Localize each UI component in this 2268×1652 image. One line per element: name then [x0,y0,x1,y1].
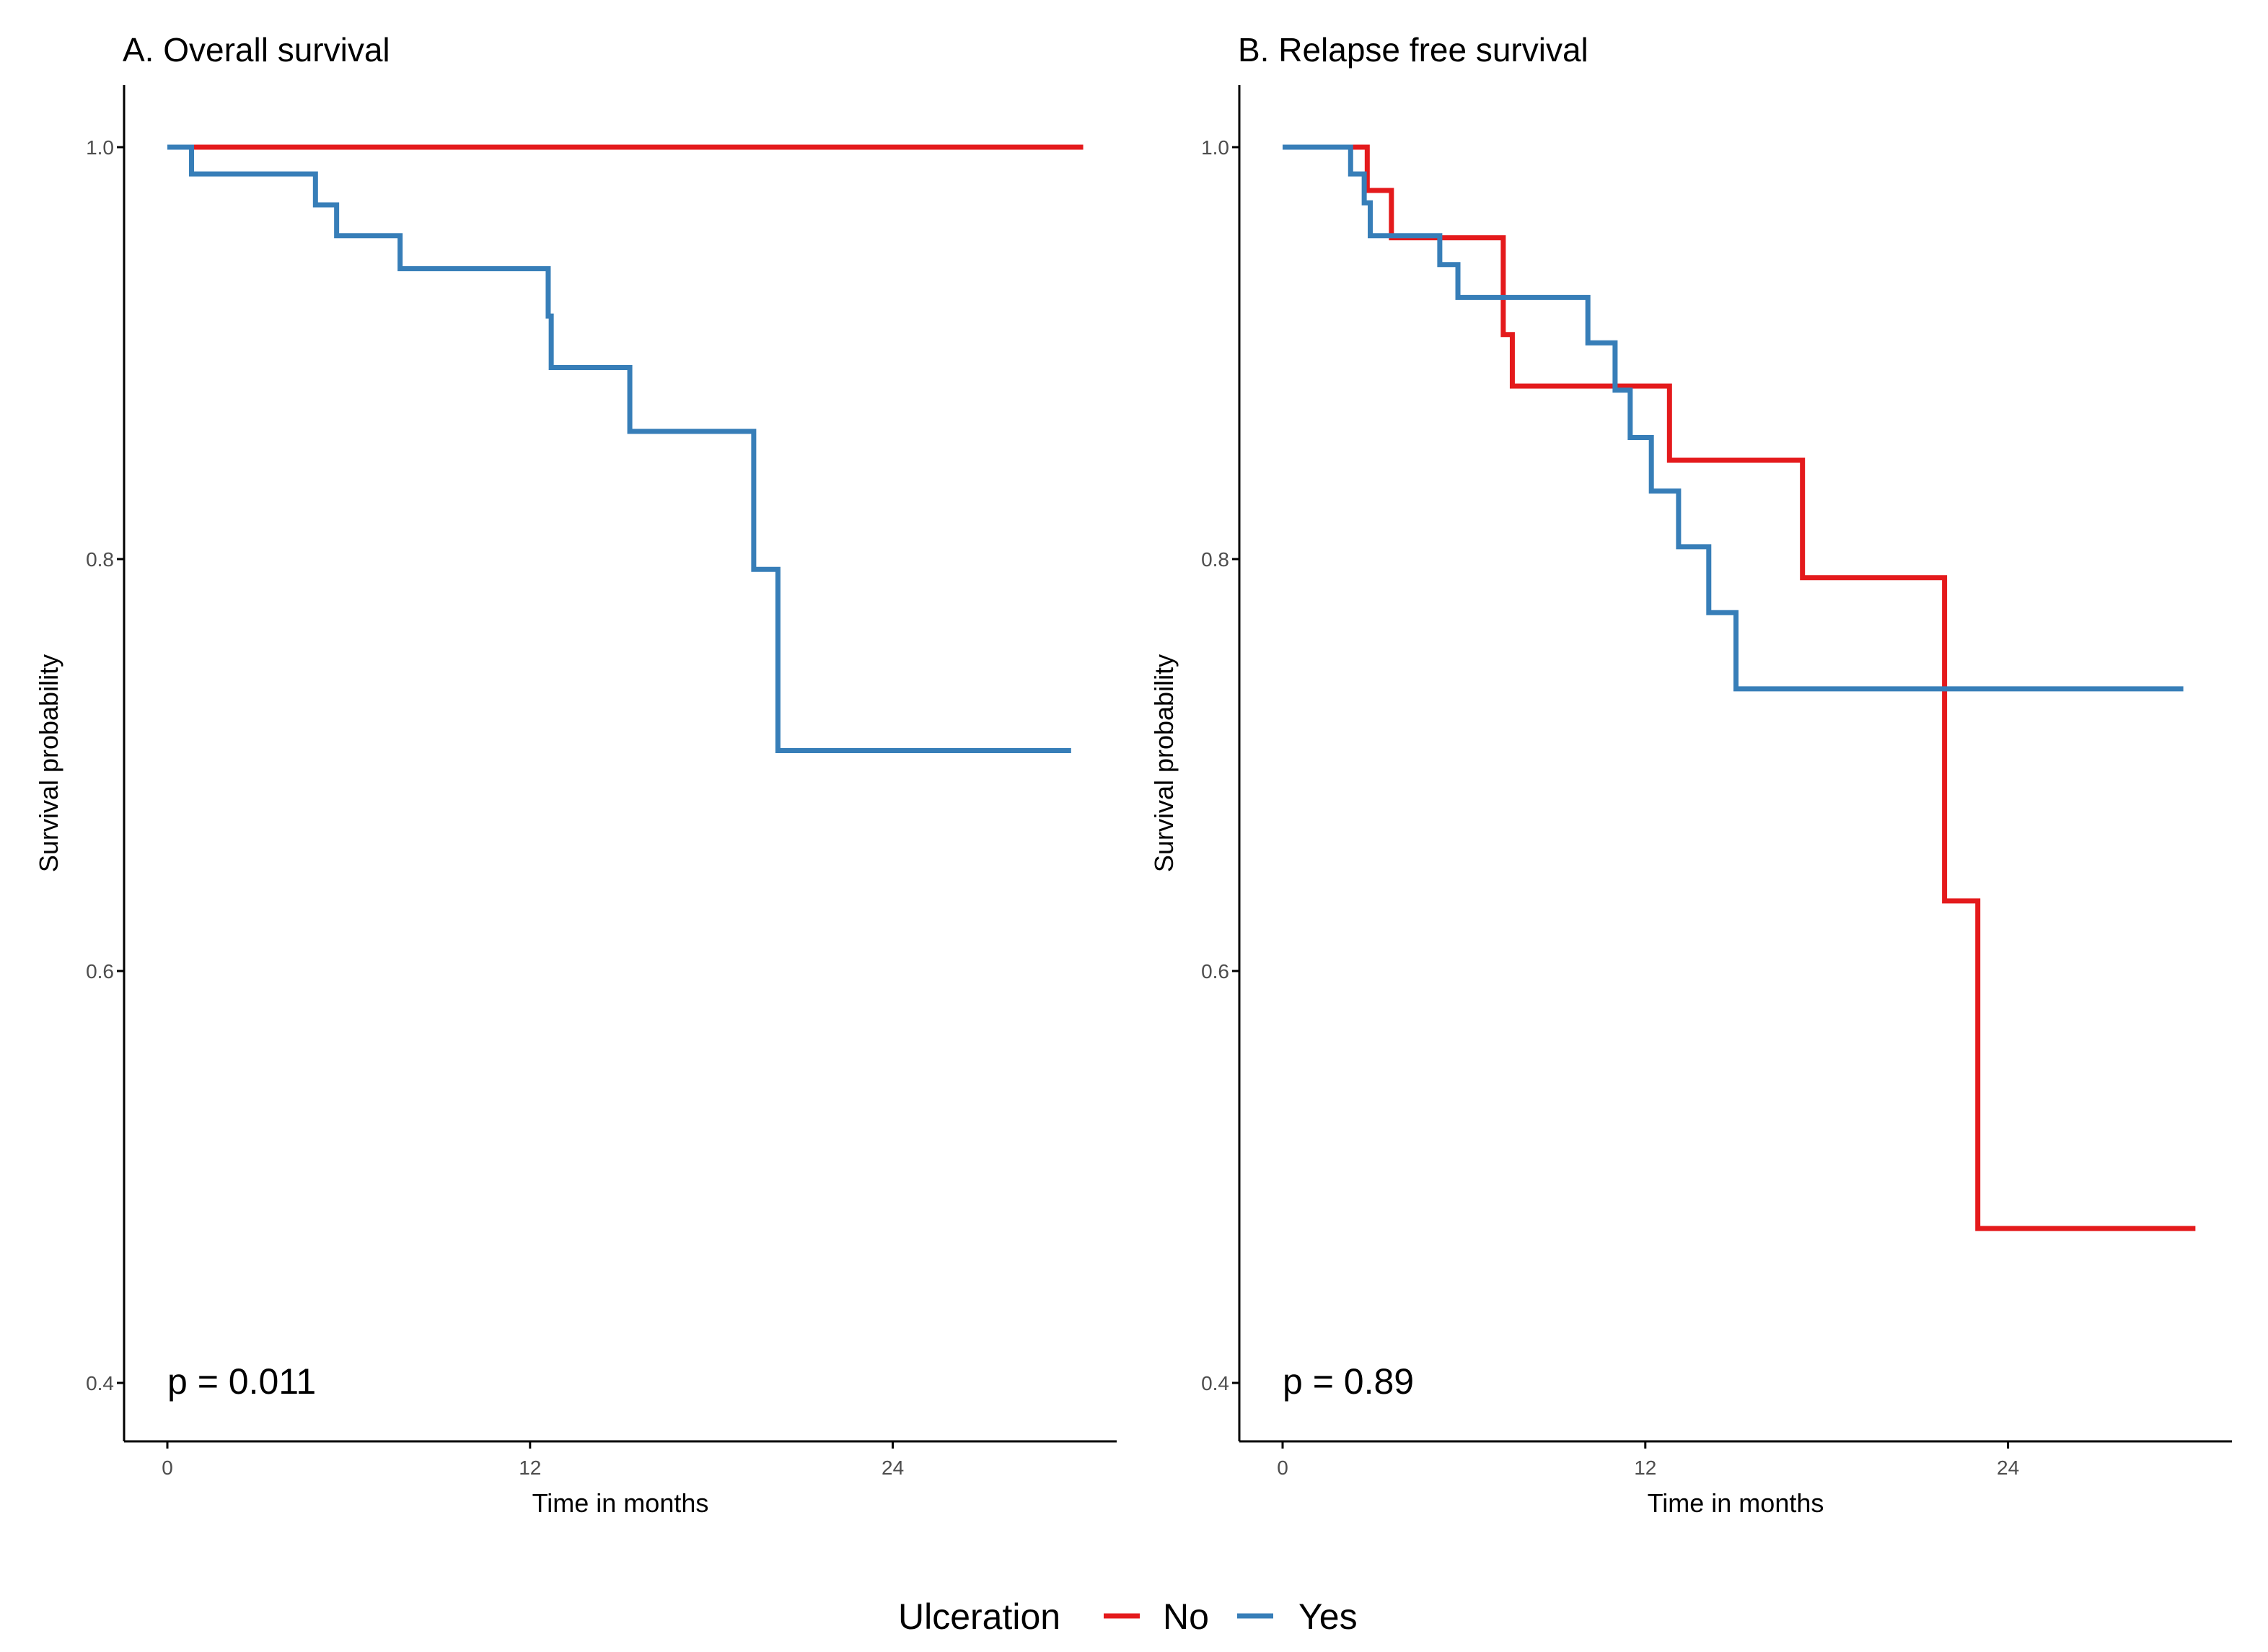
x-axis-label: Time in months [1648,1488,1824,1518]
p-value-annotation: p = 0.89 [1283,1361,1414,1402]
y-tick-label: 0.4 [86,1372,114,1394]
y-tick-label: 0.8 [86,548,114,571]
y-tick-label: 0.6 [1201,960,1229,983]
y-axis-label: Survival probability [34,654,63,872]
x-tick-label: 0 [1277,1457,1288,1479]
x-tick-label: 12 [519,1457,541,1479]
survival-curve-yes [1283,144,2184,692]
legend-label-yes: Yes [1298,1596,1358,1637]
survival-curve-no [1283,144,2196,1231]
x-tick-label: 24 [1997,1457,2019,1479]
y-tick-label: 0.6 [86,960,114,983]
y-tick-label: 0.8 [1201,548,1229,571]
y-tick-label: 1.0 [1201,136,1229,159]
legend-title: Ulceration [898,1596,1060,1637]
y-tick-label: 1.0 [86,136,114,159]
legend-label-no: No [1163,1596,1209,1637]
panel-overall-survival: A. Overall survival 0.4 0.6 0.8 1.0 0 12 24 Time… [34,31,1117,1518]
panel-relapse-free-survival: B. Relapse free survival 0.4 0.6 0.8 1.0 0 12 2… [1149,31,2232,1518]
x-tick-label: 12 [1634,1457,1656,1479]
y-axis-label: Survival probability [1149,654,1179,872]
p-value-annotation: p = 0.011 [167,1361,316,1402]
y-tick-label: 0.4 [1201,1372,1229,1394]
x-tick-label: 0 [162,1457,173,1479]
x-axis-label: Time in months [532,1488,709,1518]
chart-title: B. Relapse free survival [1238,31,1588,69]
survival-curve-yes [167,144,1071,754]
legend: Ulceration No Yes [898,1596,1358,1637]
x-tick-label: 24 [882,1457,904,1479]
chart-title: A. Overall survival [123,31,390,69]
